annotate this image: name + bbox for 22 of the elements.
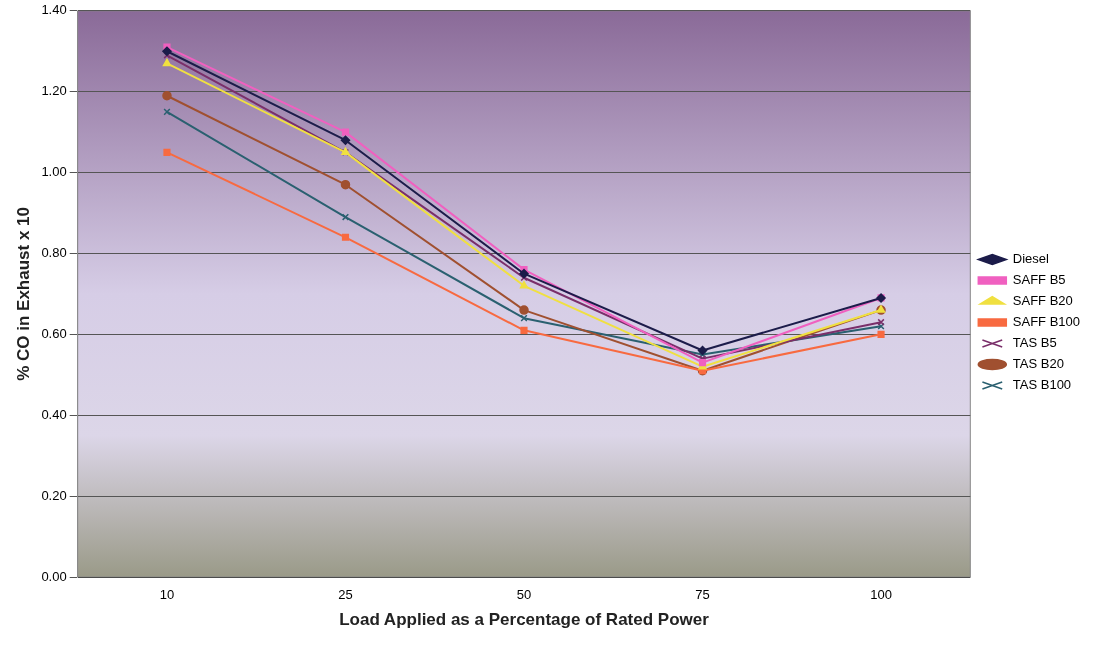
legend-label: TAS B5 bbox=[1012, 335, 1057, 351]
y-tick-label: 0.60 bbox=[41, 325, 67, 341]
y-tick-label: 0.20 bbox=[41, 487, 67, 503]
x-tick-label: 50 bbox=[516, 587, 532, 603]
legend-label: TAS B100 bbox=[1012, 377, 1072, 393]
legend-label: SAFF B100 bbox=[1012, 314, 1081, 330]
x-tick-label: 75 bbox=[695, 587, 710, 603]
y-tick-label: 0.80 bbox=[41, 245, 67, 261]
y-axis-title: % CO in Exhaust x 10 bbox=[13, 206, 33, 381]
y-tick-label: 1.20 bbox=[41, 83, 67, 99]
y-tick-label: 0.40 bbox=[41, 406, 67, 422]
y-tick-label: 1.00 bbox=[41, 164, 67, 180]
y-tick-label: 1.40 bbox=[41, 2, 67, 18]
legend-label: TAS B20 bbox=[1012, 356, 1064, 372]
y-tick-label: 0.00 bbox=[41, 568, 67, 584]
x-tick-label: 25 bbox=[338, 587, 353, 603]
x-axis-title: Load Applied as a Percentage of Rated Power bbox=[339, 610, 710, 630]
legend-label: Diesel bbox=[1012, 251, 1050, 267]
x-tick-label: 100 bbox=[870, 587, 892, 603]
legend-label: SAFF B5 bbox=[1012, 272, 1066, 288]
x-tick-label: 10 bbox=[159, 587, 175, 603]
legend-label: SAFF B20 bbox=[1012, 293, 1073, 309]
